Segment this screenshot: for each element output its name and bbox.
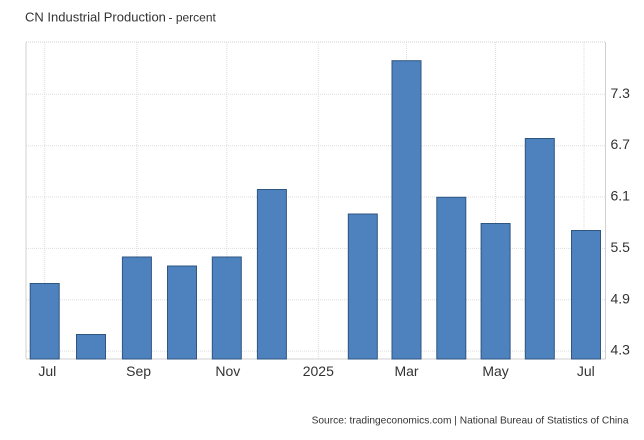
svg-text:6.1: 6.1: [611, 188, 631, 204]
svg-text:CN Industrial Production: CN Industrial Production: [25, 10, 166, 25]
svg-text:Jul: Jul: [38, 363, 56, 379]
svg-text:6.7: 6.7: [611, 136, 631, 152]
svg-text:4.9: 4.9: [611, 290, 631, 306]
svg-text:2025: 2025: [303, 363, 334, 379]
svg-text:May: May: [482, 363, 508, 379]
svg-text:Source: tradingeconomics.com |: Source: tradingeconomics.com | National …: [312, 416, 629, 427]
svg-text:Nov: Nov: [215, 363, 240, 379]
svg-text:7.3: 7.3: [611, 85, 631, 101]
svg-text:5.5: 5.5: [611, 239, 631, 255]
svg-text:4.3: 4.3: [611, 342, 631, 358]
svg-text:- percent: - percent: [169, 11, 217, 25]
svg-text:Mar: Mar: [394, 363, 418, 379]
svg-text:Jul: Jul: [577, 363, 595, 379]
svg-text:Sep: Sep: [126, 363, 151, 379]
